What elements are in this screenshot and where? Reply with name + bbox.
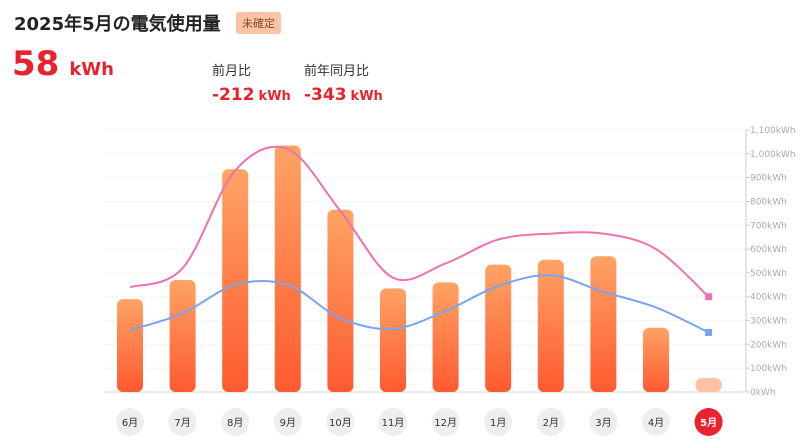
usage-bar[interactable] <box>169 280 196 392</box>
comparison-prev-month-unit: kWh <box>258 89 291 104</box>
y-tick-label: 1,000kWh <box>750 150 796 160</box>
comparison-prev-year-value: -343 kWh <box>304 85 383 105</box>
month-selector[interactable]: 6月 7月 8月 9月 10月 11月 12月 1月 2月 3月 4月 5月 <box>116 408 723 436</box>
comparison-prev-month: 前月比 -212 kWh <box>212 60 291 105</box>
usage-bar[interactable] <box>222 169 249 392</box>
usage-bar[interactable] <box>695 378 722 392</box>
unconfirmed-badge: 未確定 <box>236 12 281 34</box>
y-tick-label: 1,100kWh <box>750 126 796 136</box>
month-button-bg[interactable] <box>694 408 723 436</box>
usage-bar[interactable] <box>274 145 301 392</box>
usage-bar[interactable] <box>117 299 143 392</box>
y-tick-label: 700kWh <box>750 221 787 231</box>
month-button[interactable]: 2月 <box>536 408 565 436</box>
month-button[interactable]: 7月 <box>168 408 197 436</box>
month-button[interactable]: 11月 <box>379 408 407 436</box>
comparison-prev-year: 前年同月比 -343 kWh <box>304 60 383 105</box>
month-button-bg[interactable] <box>536 408 565 436</box>
month-button-bg[interactable] <box>116 408 144 436</box>
usage-value: 58 <box>12 44 60 84</box>
month-button-bg[interactable] <box>431 408 460 436</box>
usage-bar[interactable] <box>643 327 669 392</box>
y-tick-label: 600kWh <box>750 245 787 255</box>
y-tick-label: 400kWh <box>750 293 787 303</box>
comparison-prev-year-number: -343 <box>304 85 347 105</box>
month-label[interactable]: 1月 <box>490 417 506 429</box>
usage-bar[interactable] <box>432 282 459 392</box>
month-button[interactable]: 5月 <box>694 408 723 436</box>
prev-year-line-end-marker <box>705 293 713 301</box>
comparison-prev-month-value: -212 kWh <box>212 85 291 105</box>
usage-bar[interactable] <box>485 264 512 392</box>
comparison-prev-year-unit: kWh <box>350 89 383 104</box>
month-button[interactable]: 9月 <box>273 408 302 436</box>
comparison-prev-month-number: -212 <box>212 85 255 105</box>
y-tick-label: 300kWh <box>750 317 787 327</box>
month-button-bg[interactable] <box>379 408 407 436</box>
usage-total: 58 kWh <box>12 44 114 84</box>
prev-year-line <box>129 145 710 298</box>
month-button-bg[interactable] <box>326 408 355 436</box>
usage-bar[interactable] <box>327 209 354 392</box>
month-label[interactable]: 6月 <box>122 417 138 429</box>
comparison-prev-month-label: 前月比 <box>212 64 252 79</box>
month-label[interactable]: 10月 <box>329 417 352 429</box>
usage-bar[interactable] <box>590 256 617 392</box>
usage-unit: kWh <box>69 59 114 80</box>
y-tick-label: 100kWh <box>750 364 787 374</box>
y-tick-label: 200kWh <box>750 340 787 350</box>
month-button[interactable]: 4月 <box>642 408 670 436</box>
month-button-bg[interactable] <box>221 408 250 436</box>
page-title: 2025年5月の電気使用量 <box>14 14 221 35</box>
month-button[interactable]: 8月 <box>221 408 250 436</box>
y-tick-label: 0kWh <box>750 388 776 398</box>
month-label[interactable]: 9月 <box>280 417 296 429</box>
chart-lines <box>129 145 713 336</box>
y-tick-label: 500kWh <box>750 269 787 279</box>
usage-bar[interactable] <box>380 288 406 392</box>
month-label[interactable]: 11月 <box>382 417 405 429</box>
month-button-bg[interactable] <box>589 408 618 436</box>
month-button[interactable]: 3月 <box>589 408 618 436</box>
month-label[interactable]: 4月 <box>648 417 664 429</box>
month-button[interactable]: 6月 <box>116 408 144 436</box>
y-tick-label: 800kWh <box>750 197 787 207</box>
month-button-bg[interactable] <box>273 408 302 436</box>
month-button[interactable]: 12月 <box>431 408 460 436</box>
usage-bar[interactable] <box>537 259 564 392</box>
month-button[interactable]: 10月 <box>326 408 355 436</box>
month-button[interactable]: 1月 <box>484 408 513 436</box>
chart-y-axis: 0kWh 100kWh 200kWh 300kWh 400kWh 500kWh 600kWh… <box>745 126 796 398</box>
month-label[interactable]: 7月 <box>174 417 190 429</box>
month-button-bg[interactable] <box>642 408 670 436</box>
chart-bars <box>117 145 722 392</box>
month-label[interactable]: 2月 <box>543 417 559 429</box>
comparison-prev-year-label: 前年同月比 <box>304 64 370 79</box>
month-label[interactable]: 8月 <box>227 417 243 429</box>
month-label[interactable]: 3月 <box>595 417 611 429</box>
y-tick-label: 900kWh <box>750 174 787 184</box>
month-button-bg[interactable] <box>484 408 513 436</box>
month-label[interactable]: 12月 <box>434 417 457 429</box>
month-button-bg[interactable] <box>168 408 197 436</box>
average-line-end-marker <box>705 328 713 336</box>
month-label[interactable]: 5月 <box>700 417 717 429</box>
average-line <box>129 274 710 334</box>
